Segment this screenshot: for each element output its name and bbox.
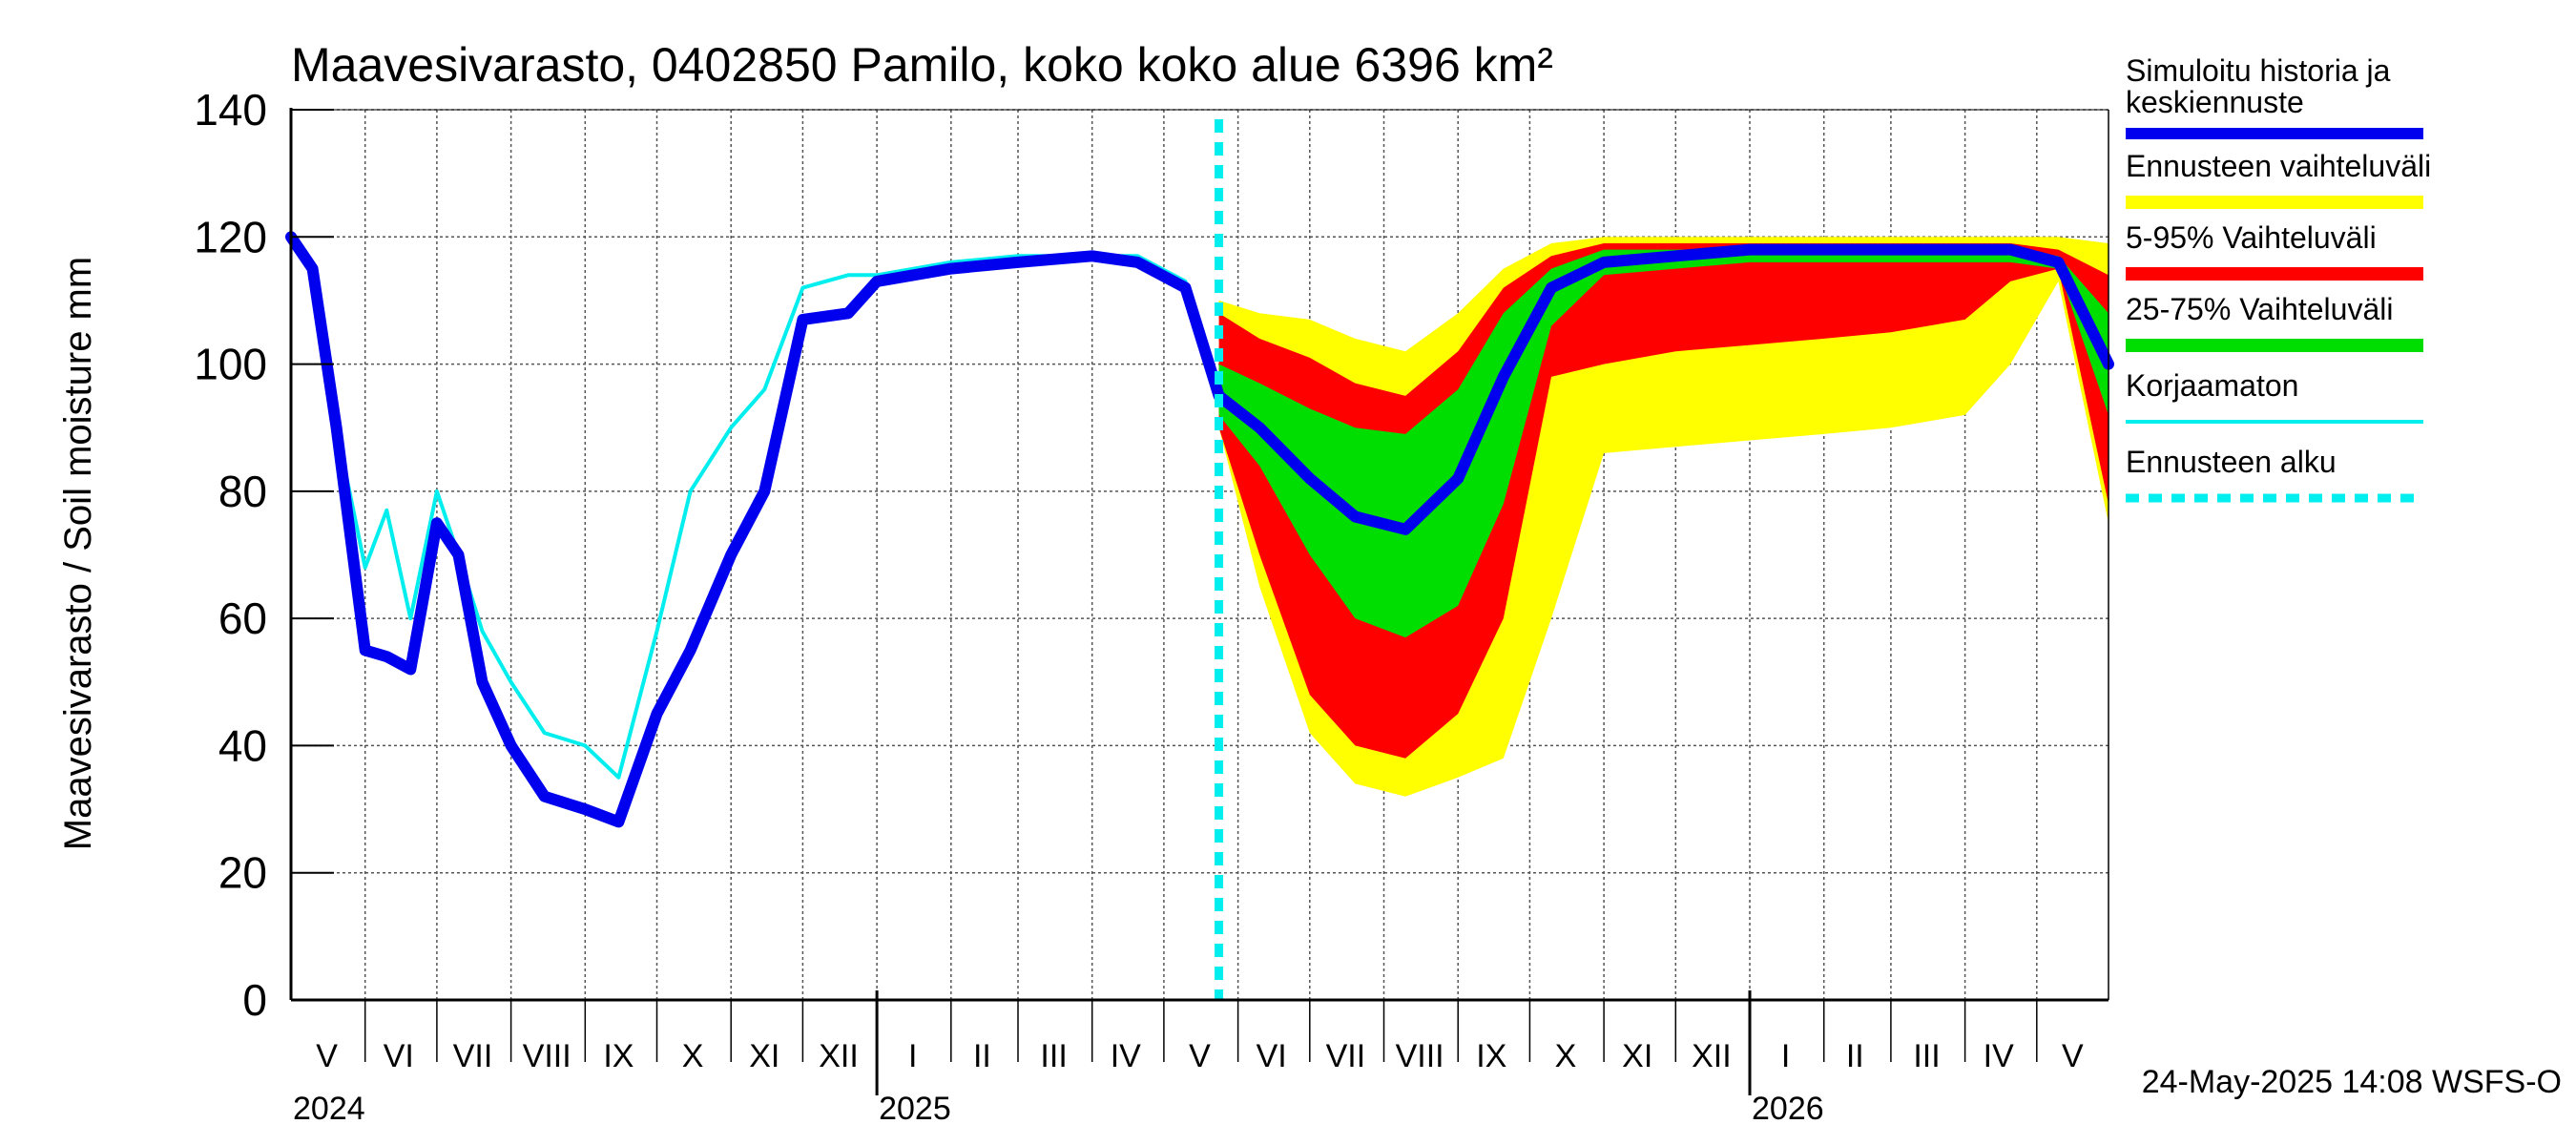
month-label: II bbox=[1846, 1038, 1864, 1074]
legend-label: Ennusteen alku bbox=[2126, 445, 2337, 479]
band-5-95-vaihteluv-li bbox=[1218, 243, 2109, 759]
band-25-75-vaihteluv-li bbox=[1218, 249, 2109, 638]
y-tick-label: 60 bbox=[218, 593, 267, 643]
legend-label: Korjaamaton bbox=[2126, 368, 2298, 403]
year-label: 2025 bbox=[879, 1091, 951, 1127]
month-label: I bbox=[908, 1038, 917, 1074]
y-tick-label: 80 bbox=[218, 467, 267, 516]
month-label: II bbox=[973, 1038, 991, 1074]
legend-label: 25-75% Vaihteluväli bbox=[2126, 292, 2393, 326]
month-label: XI bbox=[749, 1038, 779, 1074]
chart-title: Maavesivarasto, 0402850 Pamilo, koko kok… bbox=[291, 38, 1553, 92]
month-label: V bbox=[1189, 1038, 1211, 1074]
legend-label: keskiennuste bbox=[2126, 85, 2304, 119]
month-label: XII bbox=[819, 1038, 859, 1074]
y-tick-label: 40 bbox=[218, 720, 267, 770]
footer-timestamp: 24-May-2025 14:08 WSFS-O bbox=[2142, 1064, 2562, 1100]
month-label: III bbox=[1913, 1038, 1940, 1074]
y-tick-label: 20 bbox=[218, 848, 267, 898]
month-label: VI bbox=[384, 1038, 414, 1074]
month-label: IV bbox=[1984, 1038, 2014, 1074]
legend-label: Simuloitu historia ja bbox=[2126, 53, 2391, 88]
month-label: VIII bbox=[523, 1038, 571, 1074]
forecast-bands bbox=[1218, 237, 2109, 797]
month-label: III bbox=[1040, 1038, 1067, 1074]
month-label: XI bbox=[1622, 1038, 1652, 1074]
legend-label: 5-95% Vaihteluväli bbox=[2126, 220, 2377, 255]
month-label: V bbox=[316, 1038, 338, 1074]
month-label: I bbox=[1781, 1038, 1790, 1074]
series-line-korjaamaton bbox=[289, 235, 1221, 780]
y-tick-label: 0 bbox=[242, 975, 267, 1025]
month-label: IV bbox=[1111, 1038, 1141, 1074]
year-label: 2024 bbox=[293, 1091, 365, 1127]
series-line-simuloitu-historia-ja-keskiennuste bbox=[285, 231, 2114, 828]
series-lines bbox=[285, 119, 2114, 1000]
month-label: IX bbox=[603, 1038, 634, 1074]
month-label: VII bbox=[1326, 1038, 1366, 1074]
y-tick-label: 100 bbox=[194, 340, 267, 389]
month-label: XII bbox=[1692, 1038, 1732, 1074]
month-label: X bbox=[1555, 1038, 1577, 1074]
month-label: VII bbox=[453, 1038, 493, 1074]
month-label: X bbox=[682, 1038, 704, 1074]
month-label: VIII bbox=[1396, 1038, 1444, 1074]
y-axis-label: Maavesivarasto / Soil moisture mm bbox=[57, 257, 99, 850]
month-label: VI bbox=[1257, 1038, 1287, 1074]
legend-label: Ennusteen vaihteluväli bbox=[2126, 149, 2431, 183]
month-label: IX bbox=[1476, 1038, 1506, 1074]
month-label: V bbox=[2062, 1038, 2084, 1074]
y-tick-label: 120 bbox=[194, 212, 267, 261]
year-label: 2026 bbox=[1752, 1091, 1824, 1127]
y-tick-label: 140 bbox=[194, 85, 267, 135]
